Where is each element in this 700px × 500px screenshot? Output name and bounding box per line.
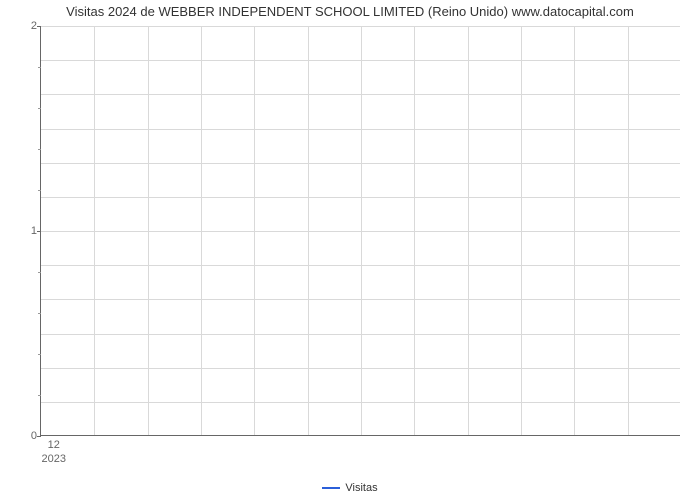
x-year-label: 2023 [42,453,66,465]
legend-label-visitas: Visitas [345,482,377,494]
v-gridline [94,26,95,435]
y-minor-tick [38,149,41,150]
legend: Visitas [0,482,700,494]
legend-swatch-visitas [322,487,340,489]
v-gridline [201,26,202,435]
y-tick-mark [37,26,41,27]
v-gridline [148,26,149,435]
v-gridline [574,26,575,435]
y-minor-tick [38,395,41,396]
y-tick-mark [37,436,41,437]
y-tick-label: 0 [19,430,37,442]
y-minor-tick [38,354,41,355]
plot-area: 012122023 [40,26,680,436]
v-gridline [414,26,415,435]
y-tick-label: 2 [19,20,37,32]
chart-title: Visitas 2024 de WEBBER INDEPENDENT SCHOO… [0,0,700,19]
v-gridline [308,26,309,435]
v-gridline [521,26,522,435]
chart-container: 012122023 [40,26,680,436]
v-gridline [628,26,629,435]
y-minor-tick [38,67,41,68]
v-gridline [468,26,469,435]
y-minor-tick [38,190,41,191]
y-minor-tick [38,313,41,314]
v-gridline [361,26,362,435]
y-minor-tick [38,272,41,273]
y-minor-tick [38,108,41,109]
y-tick-label: 1 [19,225,37,237]
x-tick-label: 12 [48,439,60,451]
v-gridline [254,26,255,435]
y-tick-mark [37,231,41,232]
